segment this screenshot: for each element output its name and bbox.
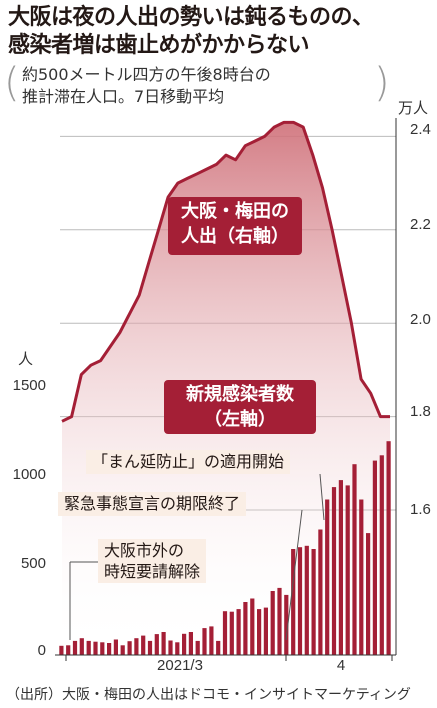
- case-bar-18: [182, 633, 187, 655]
- left-axis-unit: 人: [18, 350, 34, 368]
- case-bar-20: [195, 640, 200, 655]
- case-bar-21: [202, 628, 207, 655]
- case-bar-13: [147, 640, 153, 655]
- cases-series-label: 新規感染者数 （左軸）: [164, 380, 316, 434]
- case-bar-10: [127, 641, 132, 655]
- case-bars: [59, 441, 391, 655]
- right-tick-2.2: 2.2: [410, 216, 431, 233]
- subtitle-close-paren: ): [374, 60, 390, 106]
- x-label-april: 4: [336, 657, 346, 674]
- case-bar-7: [107, 643, 112, 655]
- case-bar-12: [141, 635, 146, 655]
- case-bar-8: [113, 639, 118, 655]
- case-bar-9: [120, 645, 125, 655]
- flow-line: [61, 120, 390, 423]
- case-bar-46: [372, 460, 377, 655]
- case-bar-48: [386, 441, 391, 655]
- case-bar-37: [311, 549, 316, 655]
- case-bar-29: [257, 609, 262, 655]
- cases-series-label-line-2: （左軸）: [204, 409, 276, 430]
- case-bar-35: [297, 547, 303, 655]
- case-bar-44: [359, 499, 364, 655]
- cases-series-label-line-1: 新規感染者数: [186, 384, 294, 405]
- right-tick-1.6: 1.6: [410, 501, 431, 518]
- case-bar-34: [291, 549, 296, 655]
- case-bar-39: [325, 499, 330, 655]
- case-bar-40: [331, 487, 337, 655]
- case-bar-27: [243, 602, 248, 655]
- case-bar-43: [352, 464, 357, 655]
- case-bar-19: [188, 632, 193, 655]
- case-bar-11: [134, 638, 139, 655]
- ann-leader-2: [285, 509, 303, 641]
- subtitle-open-paren: (: [4, 60, 20, 106]
- case-bar-30: [263, 607, 268, 655]
- right-tick-2.4: 2.4: [410, 121, 431, 138]
- case-bar-33: [284, 594, 289, 655]
- chart-subtitle-line-2: 推計滞在人口。7日移動平均: [22, 87, 225, 106]
- x-axis-ticks: [65, 655, 393, 661]
- right-tick-1.8: 1.8: [410, 403, 431, 420]
- ann-leader-1: [319, 473, 325, 521]
- case-bar-45: [366, 533, 371, 655]
- case-bar-31: [270, 591, 275, 655]
- chart-subtitle: 約500メートル四方の午後8時台の 推計滞在人口。7日移動平均: [22, 64, 271, 108]
- case-bar-4: [86, 640, 91, 655]
- source-note: （出所）大阪・梅田の人出はドコモ・インサイトマーケティング: [6, 687, 411, 703]
- case-bar-14: [154, 634, 159, 655]
- case-bar-22: [209, 626, 214, 655]
- chart-title-line-1: 大阪は夜の人出の勢いは鈍るものの、: [8, 5, 374, 30]
- case-bar-17: [175, 642, 180, 655]
- left-tick-500: 500: [20, 555, 46, 572]
- chart-subtitle-line-1: 約500メートル四方の午後8時台の: [22, 65, 271, 84]
- right-axis-unit: 万人: [398, 99, 429, 117]
- case-bar-23: [216, 640, 221, 655]
- right-tick-2.0: 2.0: [410, 311, 431, 328]
- case-bar-5: [93, 641, 98, 655]
- flow-series-label-line-1: 大阪・梅田の: [181, 201, 289, 222]
- annotation-shorthours-line-1: 大阪市外の: [104, 541, 185, 560]
- case-bar-3: [79, 638, 84, 655]
- flow-series-label: 大阪・梅田の 人出（右軸）: [168, 197, 302, 255]
- annotation-shorthours-line-2: 時短要請解除: [104, 562, 201, 581]
- case-bar-24: [222, 611, 228, 655]
- case-bar-2: [72, 640, 78, 655]
- case-bar-28: [250, 598, 255, 655]
- annotation-manbou-start: 「まん延防止」の適用開始: [86, 450, 291, 474]
- case-bar-26: [236, 609, 241, 655]
- case-bar-25: [229, 611, 234, 655]
- annotation-shorthours-lift: 大阪市外の 時短要請解除: [98, 539, 207, 583]
- case-bar-42: [345, 485, 350, 655]
- left-tick-1000: 1000: [12, 466, 46, 483]
- chart-title: 大阪は夜の人出の勢いは鈍るものの、 感染者増は歯止めがかからない: [8, 4, 433, 60]
- x-label-march: 2021/3: [157, 657, 203, 674]
- case-bar-36: [304, 545, 309, 655]
- case-bar-47: [379, 455, 384, 655]
- annotation-emergency-end: 緊急事態宣言の期限終了: [58, 492, 247, 516]
- case-bar-16: [168, 640, 173, 655]
- left-tick-0: 0: [37, 642, 46, 659]
- case-bar-6: [100, 642, 105, 655]
- case-bar-1: [66, 645, 71, 655]
- left-tick-1500: 1500: [12, 377, 46, 394]
- case-bar-15: [161, 632, 166, 655]
- chart-title-line-2: 感染者増は歯止めがかからない: [8, 33, 310, 58]
- case-bar-32: [277, 587, 282, 655]
- case-bar-41: [338, 480, 343, 655]
- case-bar-0: [59, 645, 64, 655]
- flow-series-label-line-2: 人出（右軸）: [181, 226, 289, 247]
- case-bar-38: [318, 529, 323, 655]
